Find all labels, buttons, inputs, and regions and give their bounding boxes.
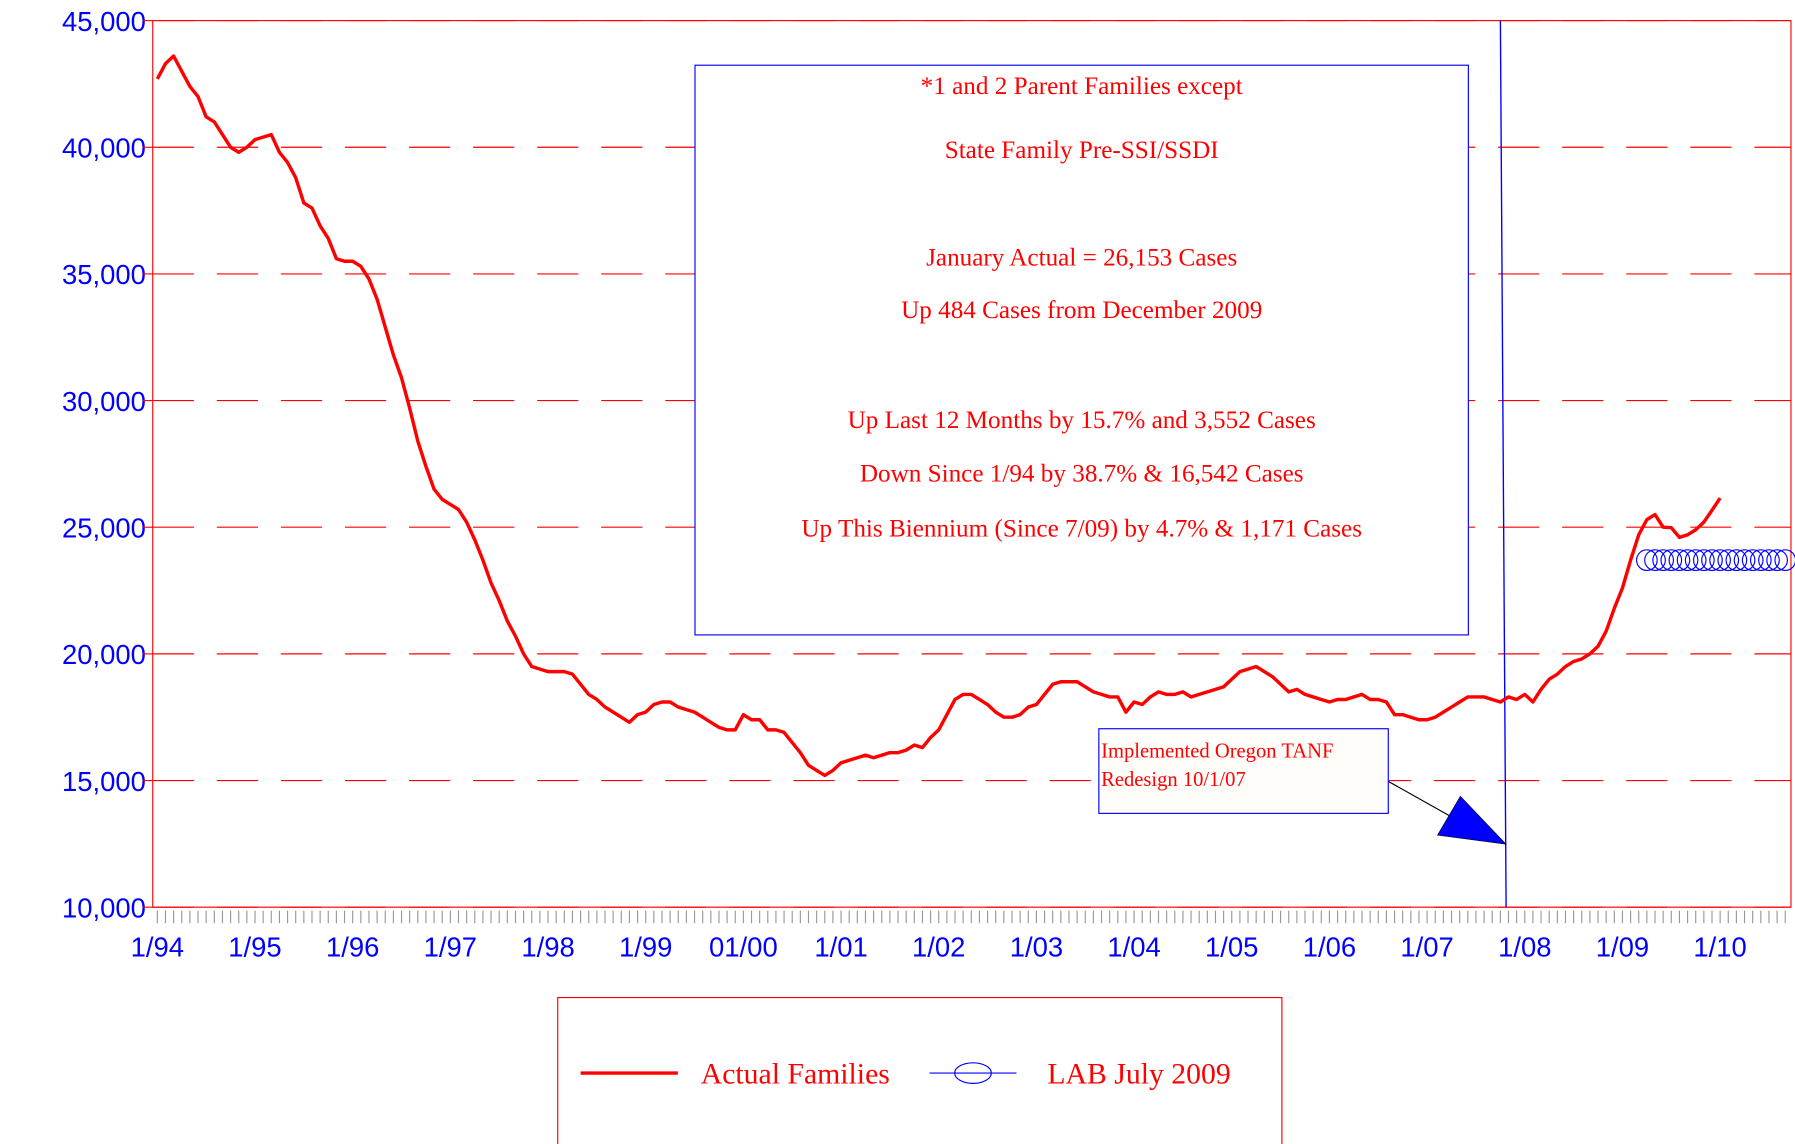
y-tick-label: 45,000 bbox=[62, 6, 146, 37]
marker bbox=[1636, 549, 1658, 572]
marker bbox=[1725, 549, 1748, 572]
x-tick-label: 1/05 bbox=[1205, 931, 1258, 962]
annotation-line: State Family Pre-SSI/SSDI bbox=[945, 137, 1219, 164]
x-tick-label: 1/07 bbox=[1400, 931, 1453, 962]
callout-arrow bbox=[1437, 795, 1507, 845]
x-tick-label: 1/03 bbox=[1010, 931, 1063, 962]
x-tick-label: 1/96 bbox=[326, 931, 379, 962]
x-tick-label: 1/97 bbox=[424, 931, 477, 962]
marker bbox=[1749, 549, 1772, 572]
x-tick-label: 1/94 bbox=[131, 931, 184, 962]
series-line bbox=[155, 54, 1722, 778]
y-tick-label: 40,000 bbox=[62, 133, 146, 164]
x-tick-label: 1/08 bbox=[1498, 931, 1551, 962]
marker bbox=[1766, 549, 1788, 572]
marker bbox=[1741, 549, 1764, 572]
marker bbox=[1652, 549, 1675, 572]
annotation-line: Up 484 Cases from December 2009 bbox=[901, 297, 1262, 324]
marker bbox=[1644, 549, 1666, 572]
x-tick-label: 1/99 bbox=[619, 931, 672, 962]
annotation-line: Up This Biennium (Since 7/09) by 4.7% & … bbox=[801, 516, 1362, 543]
redesign-line bbox=[1499, 20, 1507, 908]
y-tick-label: 25,000 bbox=[62, 513, 146, 544]
marker bbox=[1733, 549, 1756, 572]
marker bbox=[1692, 549, 1715, 572]
annotation-box bbox=[694, 64, 1469, 636]
series-layer bbox=[155, 54, 1795, 778]
annotation-line: January Actual = 26,153 Cases bbox=[926, 244, 1237, 271]
marker bbox=[1774, 549, 1795, 572]
marker bbox=[1676, 549, 1699, 572]
callout-text: Implemented Oregon TANF bbox=[1101, 740, 1333, 762]
x-tick-label: 1/02 bbox=[912, 931, 965, 962]
x-tick-label: 1/09 bbox=[1596, 931, 1649, 962]
x-tick-label: 01/00 bbox=[709, 931, 778, 962]
y-tick-label: 30,000 bbox=[62, 386, 146, 417]
annotation-line: *1 and 2 Parent Families except bbox=[921, 73, 1243, 100]
x-tick-label: 1/10 bbox=[1693, 931, 1746, 962]
marker bbox=[1709, 549, 1731, 572]
callout-box bbox=[1098, 728, 1389, 814]
y-tick-label: 35,000 bbox=[62, 259, 146, 290]
x-tick-label: 1/95 bbox=[228, 931, 281, 962]
callout-text: Redesign 10/1/07 bbox=[1101, 769, 1246, 791]
x-tick-label: 1/04 bbox=[1107, 931, 1160, 962]
marker bbox=[1660, 549, 1683, 572]
marker bbox=[1668, 549, 1691, 572]
legend-label: LAB July 2009 bbox=[1047, 1057, 1230, 1090]
y-tick-label: 10,000 bbox=[62, 892, 146, 923]
y-tick-label: 15,000 bbox=[62, 766, 146, 797]
plot-frame bbox=[152, 20, 1792, 908]
legend-marker bbox=[954, 1062, 992, 1084]
marker bbox=[1758, 549, 1780, 572]
marker bbox=[1684, 549, 1707, 572]
annotation-text: *1 and 2 Parent Families except State Fam… bbox=[801, 73, 1362, 543]
grid: 10,000 15,000 20,000 25,000 30,000 35,000 40,0… bbox=[62, 6, 1791, 962]
marker bbox=[1717, 549, 1740, 572]
annotation-line: Up Last 12 Months by 15.7% and 3,552 Cas… bbox=[848, 407, 1316, 434]
legend-label: Actual Families bbox=[701, 1057, 890, 1090]
y-tick-label: 20,000 bbox=[62, 639, 146, 670]
x-tick-label: 1/01 bbox=[814, 931, 867, 962]
callout-leader bbox=[1387, 780, 1454, 819]
x-tick-label: 1/98 bbox=[521, 931, 574, 962]
legend-box bbox=[557, 996, 1283, 1144]
marker bbox=[1701, 549, 1723, 572]
x-tick-label: 1/06 bbox=[1303, 931, 1356, 962]
legend: Actual Families LAB July 2009 bbox=[580, 1057, 1231, 1090]
annotation-line: Down Since 1/94 by 38.7% & 16,542 Cases bbox=[860, 461, 1304, 488]
